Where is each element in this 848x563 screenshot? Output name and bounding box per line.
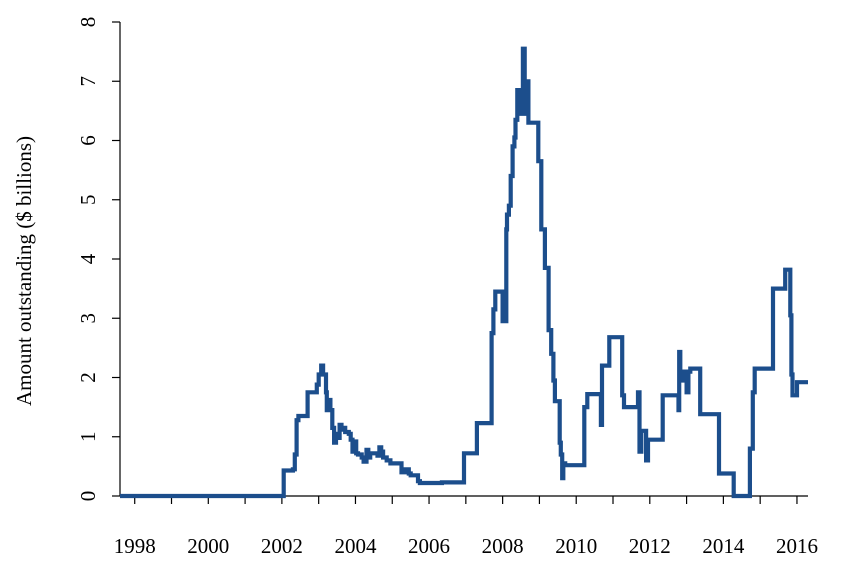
x-tick-label: 2006 (408, 534, 450, 558)
x-tick-label: 2002 (261, 534, 303, 558)
y-tick-label: 0 (76, 491, 100, 502)
x-tick-label: 2014 (702, 534, 745, 558)
y-tick-label: 5 (76, 195, 100, 206)
x-tick-label: 2010 (555, 534, 597, 558)
y-tick-label: 1 (76, 432, 100, 443)
y-axis-title: Amount outstanding ($ billions) (12, 136, 36, 406)
y-tick-label: 6 (76, 135, 100, 146)
series-line (120, 46, 808, 499)
x-tick-label: 1998 (114, 534, 156, 558)
x-ticks: 1998 2000 2002 2004 2006 2008 2010 2012 2014 2016 (114, 496, 818, 558)
x-tick-label: 2012 (629, 534, 671, 558)
x-tick-label: 2000 (187, 534, 229, 558)
x-tick-label: 2016 (776, 534, 818, 558)
y-axis: 0 1 2 3 4 5 6 7 8 (76, 17, 121, 502)
x-tick-label: 2008 (482, 534, 524, 558)
y-tick-label: 2 (76, 372, 100, 383)
y-tick-label: 7 (76, 76, 100, 87)
y-tick-label: 3 (76, 313, 100, 324)
x-axis: 1998 2000 2002 2004 2006 2008 2010 2012 2014 2016 (114, 495, 818, 558)
plot-area (120, 46, 808, 499)
y-tick-label: 8 (76, 17, 100, 28)
x-tick-label: 2004 (334, 534, 377, 558)
y-tick-label: 4 (76, 253, 100, 264)
y-ticks: 0 1 2 3 4 5 6 7 8 (76, 17, 120, 502)
